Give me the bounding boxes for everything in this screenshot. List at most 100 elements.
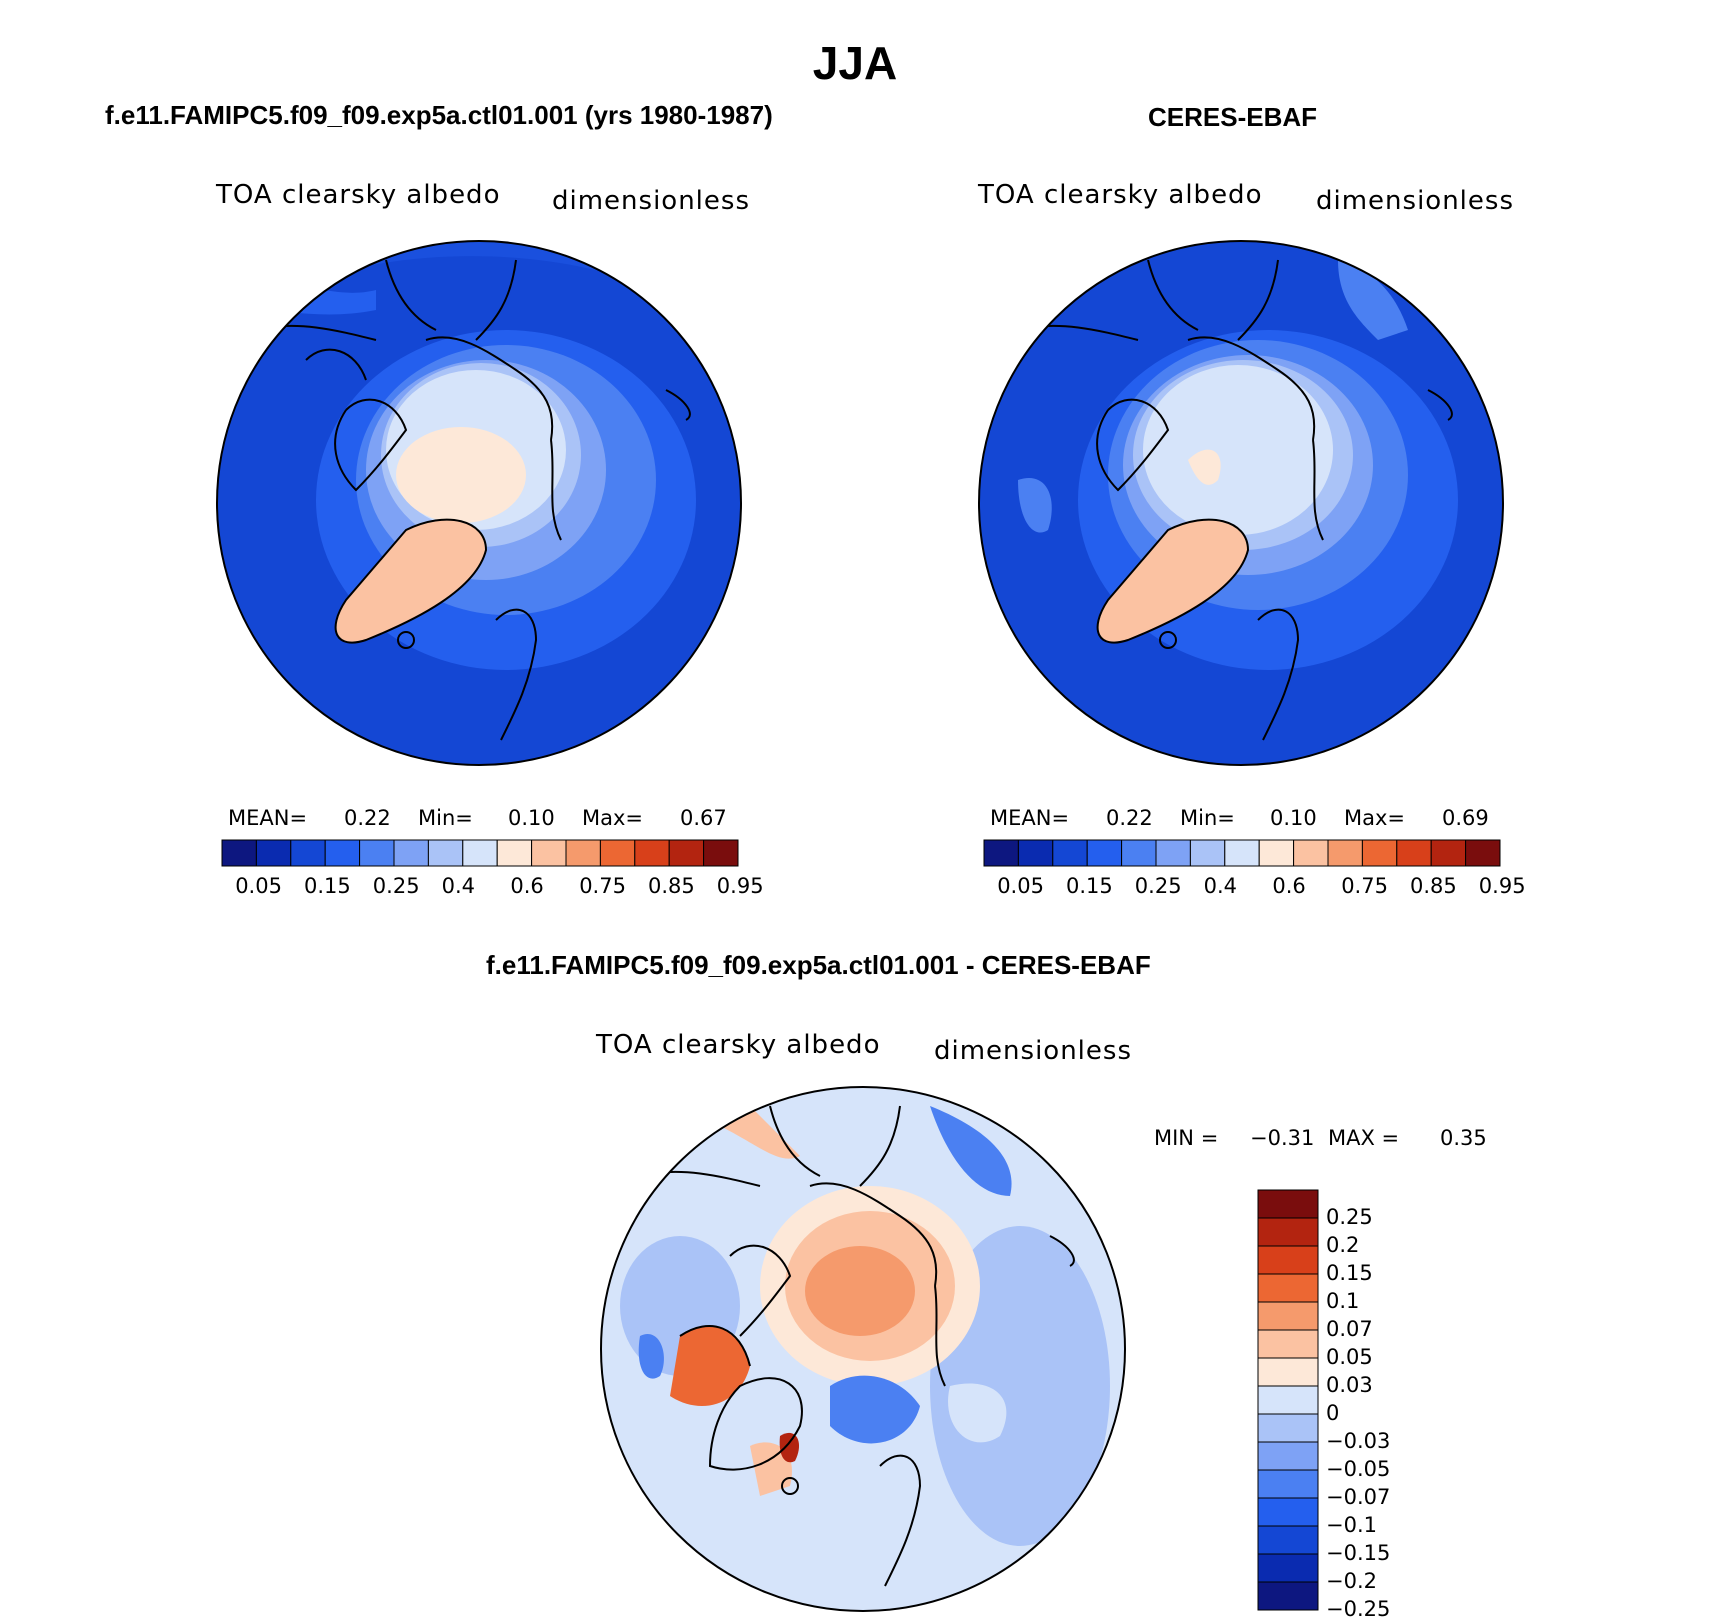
panel-1-units-label: dimensionless — [552, 186, 750, 216]
colorbar-tick-label: −0.2 — [1326, 1569, 1377, 1593]
colorbar-swatch — [1257, 1497, 1319, 1527]
colorbar-swatch — [1257, 1189, 1319, 1219]
colorbar-swatch — [1257, 1413, 1319, 1443]
colorbar-swatch — [1257, 1581, 1319, 1611]
panel-1-mean-label: MEAN= — [228, 806, 308, 830]
colorbar-swatch — [359, 839, 395, 867]
colorbar-tick-label: 0 — [1326, 1401, 1340, 1425]
colorbar-tick-label: 0.75 — [579, 874, 626, 898]
difference-min-value: −0.31 — [1250, 1126, 1315, 1150]
colorbar-swatch — [1257, 1469, 1319, 1499]
panel-1-title: f.e11.FAMIPC5.f09_f09.exp5a.ctl01.001 (y… — [105, 100, 773, 130]
colorbar-swatch — [1293, 839, 1329, 867]
colorbar-tick-label: 0.6 — [1272, 874, 1306, 898]
colorbar-tick-label: 0.15 — [1066, 874, 1113, 898]
colorbar-swatch — [255, 839, 292, 867]
colorbar-tick-label: 0.1 — [1326, 1289, 1360, 1313]
colorbar-swatch — [1327, 839, 1363, 867]
panel-2-colorbar — [983, 839, 1501, 867]
panel-2-mean-label: MEAN= — [990, 806, 1070, 830]
colorbar-tick-label: 0.4 — [1203, 874, 1237, 898]
colorbar-swatch — [983, 839, 1019, 867]
panel-2-units-label: dimensionless — [1316, 186, 1514, 216]
colorbar-tick-label: −0.1 — [1326, 1513, 1377, 1537]
colorbar-swatch — [1155, 839, 1191, 867]
panel-2-title: CERES-EBAF — [1148, 102, 1318, 132]
colorbar-swatch — [1257, 1441, 1319, 1471]
colorbar-tick-label: −0.15 — [1326, 1541, 1391, 1565]
colorbar-swatch — [1257, 1385, 1319, 1415]
colorbar-swatch — [1257, 1217, 1319, 1247]
colorbar-swatch — [1257, 1553, 1319, 1583]
colorbar-swatch — [599, 839, 636, 867]
panel-1-map — [216, 240, 742, 766]
colorbar-tick-label: 0.05 — [997, 874, 1044, 898]
panel-1-mean-value: 0.22 — [344, 806, 391, 830]
colorbar-swatch — [324, 839, 361, 867]
colorbar-tick-label: 0.6 — [510, 874, 544, 898]
panel-1-min-value: 0.10 — [508, 806, 555, 830]
colorbar-tick-label: 0.07 — [1326, 1317, 1373, 1341]
colorbar-tick-label: 0.75 — [1341, 874, 1388, 898]
colorbar-swatch — [1189, 839, 1226, 867]
difference-title: f.e11.FAMIPC5.f09_f09.exp5a.ctl01.001 - … — [486, 950, 1151, 980]
colorbar-swatch — [1257, 1357, 1319, 1387]
colorbar-tick-label: 0.85 — [1410, 874, 1457, 898]
colorbar-tick-label: 0.4 — [441, 874, 475, 898]
colorbar-swatch — [1257, 1273, 1319, 1303]
colorbar-swatch — [1224, 839, 1260, 867]
difference-colorbar — [1257, 1189, 1319, 1611]
colorbar-tick-label: 0.05 — [235, 874, 282, 898]
colorbar-tick-label: −0.05 — [1326, 1457, 1391, 1481]
colorbar-tick-label: 0.25 — [372, 874, 420, 898]
colorbar-swatch — [1361, 839, 1398, 867]
panel-1-max-label: Max= — [582, 806, 644, 830]
colorbar-swatch — [1257, 1245, 1319, 1275]
panel-2-mean-value: 0.22 — [1106, 806, 1153, 830]
panel-2-variable-label: TOA clearsky albedo — [978, 180, 1263, 210]
colorbar-tick-label: −0.07 — [1326, 1485, 1391, 1509]
colorbar-tick-label: 0.05 — [1326, 1345, 1373, 1369]
colorbar-swatch — [1052, 839, 1088, 867]
colorbar-swatch — [427, 839, 464, 867]
colorbar-swatch — [668, 839, 705, 867]
colorbar-swatch — [565, 839, 601, 867]
colorbar-swatch — [1258, 839, 1295, 867]
difference-map — [600, 1086, 1126, 1612]
colorbar-swatch — [462, 839, 498, 867]
panel-1-max-value: 0.67 — [680, 806, 727, 830]
colorbar-swatch — [221, 839, 257, 867]
panel-1-colorbar — [221, 839, 739, 867]
difference-max-label: MAX = — [1328, 1126, 1400, 1150]
colorbar-tick-label: 0.95 — [1478, 874, 1526, 898]
panel-2-max-value: 0.69 — [1442, 806, 1489, 830]
colorbar-tick-label: 0.15 — [1326, 1261, 1373, 1285]
colorbar-tick-label: 0.2 — [1326, 1233, 1360, 1257]
colorbar-swatch — [1257, 1525, 1319, 1555]
panel-2-map — [978, 240, 1504, 766]
colorbar-tick-label: 0.25 — [1326, 1205, 1373, 1229]
colorbar-swatch — [1017, 839, 1054, 867]
colorbar-swatch — [1465, 839, 1501, 867]
colorbar-tick-label: 0.15 — [304, 874, 351, 898]
panel-1-min-label: Min= — [418, 806, 473, 830]
colorbar-swatch — [1430, 839, 1467, 867]
colorbar-swatch — [1396, 839, 1432, 867]
panel-1-variable-label: TOA clearsky albedo — [216, 180, 501, 210]
colorbar-swatch — [290, 839, 326, 867]
colorbar-tick-label: 0.25 — [1134, 874, 1182, 898]
difference-max-value: 0.35 — [1440, 1126, 1487, 1150]
colorbar-swatch — [703, 839, 739, 867]
colorbar-swatch — [634, 839, 670, 867]
difference-variable-label: TOA clearsky albedo — [596, 1030, 881, 1060]
difference-min-label: MIN = — [1154, 1126, 1219, 1150]
panel-2-max-label: Max= — [1344, 806, 1406, 830]
colorbar-swatch — [1257, 1329, 1319, 1359]
colorbar-swatch — [1121, 839, 1157, 867]
colorbar-tick-label: −0.03 — [1326, 1429, 1391, 1453]
colorbar-swatch — [531, 839, 567, 867]
panel-2-min-value: 0.10 — [1270, 806, 1317, 830]
colorbar-tick-label: 0.85 — [648, 874, 695, 898]
panel-2-min-label: Min= — [1180, 806, 1235, 830]
colorbar-tick-label: 0.95 — [716, 874, 764, 898]
